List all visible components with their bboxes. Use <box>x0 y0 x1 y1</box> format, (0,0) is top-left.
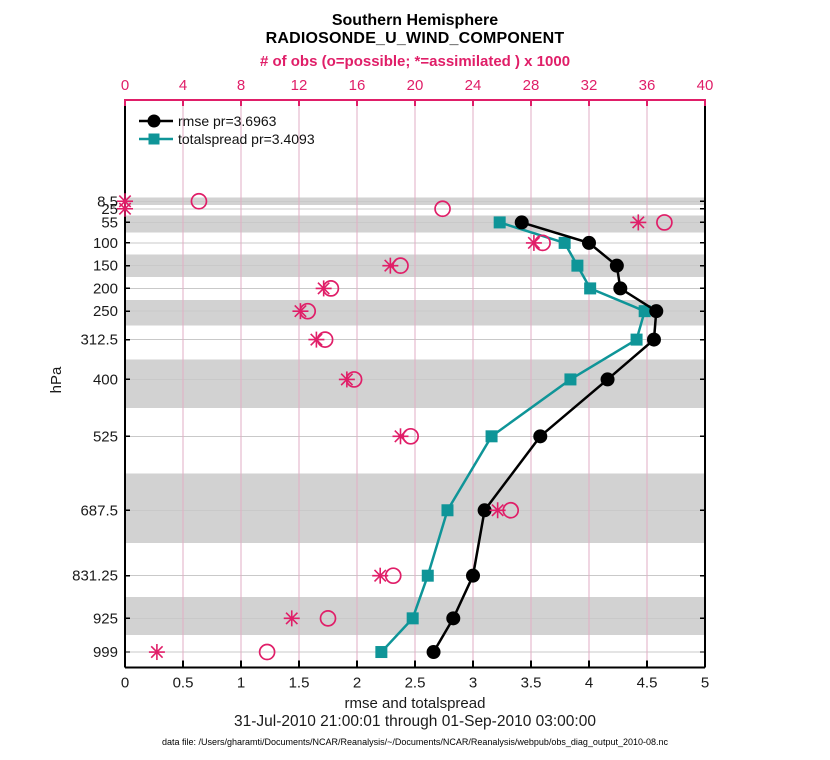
totalspread-marker <box>630 333 643 346</box>
rmse-marker <box>426 645 441 660</box>
x-tick-label: 0 <box>121 675 129 692</box>
y-tick-label: 525 <box>93 428 118 445</box>
assimilated-obs-marker <box>630 214 647 231</box>
legend-label-totalspread: totalspread pr=3.4093 <box>178 131 315 147</box>
totalspread-marker <box>441 504 454 517</box>
totalspread-marker <box>584 282 597 295</box>
totalspread-marker <box>571 259 584 272</box>
assimilated-obs-marker <box>392 428 409 445</box>
totalspread-line <box>380 221 647 653</box>
assimilated-obs-marker <box>292 303 309 320</box>
obs-tick-label: 8 <box>237 77 245 94</box>
x-tick-label: 3.5 <box>521 675 542 692</box>
assimilated-obs-marker <box>283 610 300 627</box>
rmse-legend-swatch <box>139 114 173 128</box>
legend-item-totalspread: totalspread pr=3.4093 <box>138 130 315 148</box>
y-tick-label: 999 <box>93 644 118 661</box>
y-axis-label: hPa <box>48 366 65 394</box>
date-range: 31-Jul-2010 21:00:01 through 01-Sep-2010… <box>234 713 596 730</box>
rmse-marker <box>609 258 624 273</box>
data-file-path: data file: /Users/gharamti/Documents/NCA… <box>161 737 668 747</box>
x-axis-label: rmse and totalspread <box>344 695 486 712</box>
possible-obs-marker <box>190 192 208 210</box>
x-tick-label: 3 <box>469 675 477 692</box>
assimilated-obs-marker <box>117 200 133 217</box>
obs-tick-label: 36 <box>639 77 656 94</box>
possible-obs-marker <box>434 200 451 218</box>
legend-item-rmse: rmse pr=3.6963 <box>138 112 315 130</box>
rmse-marker <box>477 503 492 518</box>
y-tick-label: 400 <box>93 371 118 388</box>
y-tick-label: 55 <box>101 214 118 231</box>
assimilated-obs-marker <box>372 567 389 584</box>
obs-tick-label: 16 <box>349 77 366 94</box>
y-tick-label: 687.5 <box>80 502 118 519</box>
totalspread-marker <box>638 305 651 318</box>
totalspread-marker <box>493 216 506 229</box>
obs-tick-label: 4 <box>179 77 187 94</box>
y-tick-label: 831.25 <box>72 568 118 585</box>
assimilated-obs-marker <box>148 644 165 661</box>
possible-obs-marker <box>258 643 276 661</box>
rmse-marker <box>533 429 548 444</box>
x-tick-label: 1 <box>237 675 245 692</box>
obs-tick-label: 20 <box>407 77 424 94</box>
rmse-marker <box>649 304 664 319</box>
obs-tick-label: 40 <box>697 77 714 94</box>
x-tick-label: 2 <box>353 675 361 692</box>
totalspread-marker <box>485 430 498 443</box>
x-tick-label: 0.5 <box>173 675 194 692</box>
totalspread-marker-sample <box>148 133 160 145</box>
legend-label-rmse: rmse pr=3.6963 <box>178 113 277 129</box>
x-tick-label: 4 <box>585 675 593 692</box>
y-tick-label: 200 <box>93 280 118 297</box>
assimilated-obs-marker <box>489 502 506 519</box>
rmse-marker <box>446 611 461 626</box>
figure-subtitle: RADIOSONDE_U_WIND_COMPONENT <box>265 30 565 47</box>
totalspread-marker <box>375 646 388 659</box>
x-tick-label: 4.5 <box>637 675 658 692</box>
totalspread-marker <box>564 373 577 386</box>
assimilated-obs-marker <box>382 257 399 274</box>
assimilated-obs-marker <box>308 331 325 348</box>
possible-obs-marker <box>319 610 337 627</box>
assimilated-obs-marker <box>315 280 332 297</box>
y-tick-label: 150 <box>93 258 118 275</box>
totalspread-legend-swatch <box>139 133 173 145</box>
x-tick-label: 2.5 <box>405 675 426 692</box>
y-tick-label: 25 <box>101 201 118 218</box>
x-tick-label: 5 <box>701 675 709 692</box>
y-tick-label: 250 <box>93 303 118 320</box>
rmse-marker <box>646 332 661 347</box>
totalspread-marker <box>406 612 419 625</box>
assimilated-obs-marker <box>338 371 355 388</box>
y-tick-label: 312.5 <box>80 332 118 349</box>
totalspread-marker <box>421 569 434 582</box>
legend: rmse pr=3.6963 totalspread pr=3.4093 <box>138 112 315 148</box>
y-tick-label: 8.5 <box>97 193 118 210</box>
y-tick-label: 100 <box>93 235 118 252</box>
x-tick-label: 1.5 <box>289 675 310 692</box>
y-tick-label: 925 <box>93 610 118 627</box>
rmse-marker <box>613 281 628 296</box>
obs-tick-label: 12 <box>291 77 308 94</box>
figure-title: Southern Hemisphere <box>331 12 499 29</box>
top-axis-label: # of obs (o=possible; *=assimilated ) x … <box>259 53 571 70</box>
obs-tick-label: 28 <box>523 77 540 94</box>
obs-tick-label: 0 <box>121 77 129 94</box>
totalspread-marker <box>558 236 571 249</box>
possible-obs-marker <box>656 214 673 231</box>
rmse-marker-sample <box>147 114 161 128</box>
obs-tick-label: 24 <box>465 77 482 94</box>
rmse-marker <box>600 372 615 387</box>
rmse-marker <box>582 235 596 250</box>
rmse-marker <box>466 568 480 583</box>
rmse-marker <box>514 215 529 230</box>
assimilated-obs-marker <box>525 234 542 251</box>
obs-tick-label: 32 <box>581 77 598 94</box>
